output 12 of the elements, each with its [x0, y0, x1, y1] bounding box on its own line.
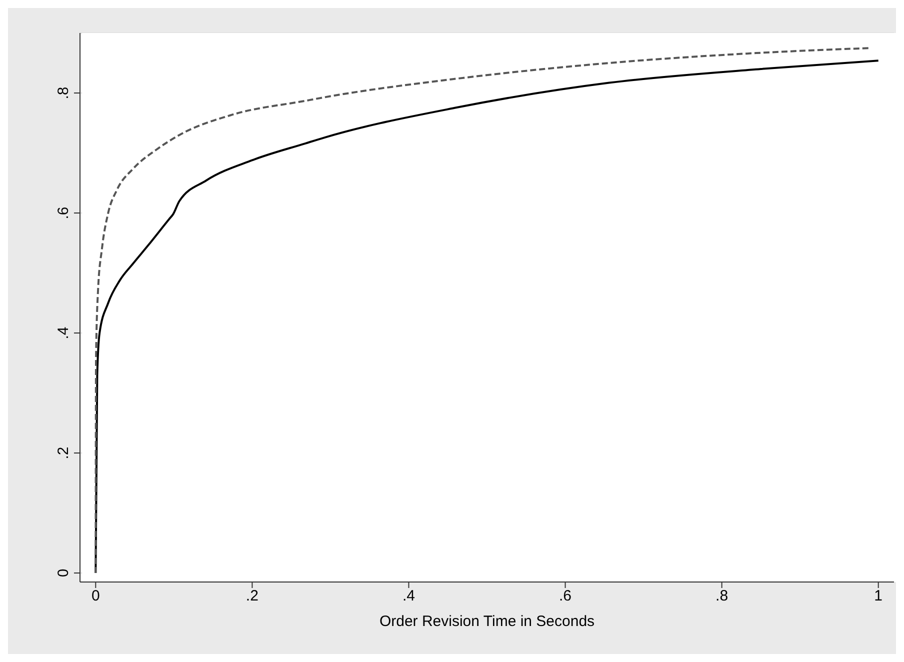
x-tick-label: .4 [402, 588, 415, 605]
y-tick-label: .6 [55, 206, 72, 220]
x-tick-label: 1 [874, 588, 883, 605]
x-tick-label: .8 [716, 588, 728, 605]
x-tick-label: 0 [91, 588, 100, 605]
y-tick-label: .4 [55, 326, 72, 340]
x-tick-label: .2 [246, 588, 258, 605]
y-tick-label: .2 [55, 446, 72, 460]
x-axis-title: Order Revision Time in Seconds [379, 613, 595, 630]
y-tick-label: 0 [55, 568, 72, 578]
x-tick-label: .6 [559, 588, 572, 605]
y-tick-label: .8 [55, 86, 72, 100]
